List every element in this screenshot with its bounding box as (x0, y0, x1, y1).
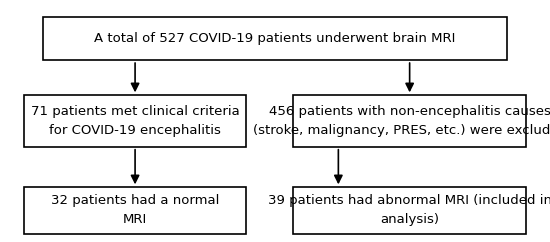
FancyBboxPatch shape (294, 95, 526, 147)
FancyBboxPatch shape (294, 187, 526, 234)
Text: A total of 527 COVID-19 patients underwent brain MRI: A total of 527 COVID-19 patients underwe… (94, 32, 456, 45)
Text: 32 patients had a normal
MRI: 32 patients had a normal MRI (51, 194, 219, 227)
Text: 39 patients had abnormal MRI (included in
analysis): 39 patients had abnormal MRI (included i… (268, 194, 550, 227)
FancyBboxPatch shape (24, 187, 246, 234)
FancyBboxPatch shape (24, 95, 246, 147)
FancyBboxPatch shape (43, 17, 507, 60)
Text: 456 patients with non-encephalitis causes
(stroke, malignancy, PRES, etc.) were : 456 patients with non-encephalitis cause… (252, 105, 550, 137)
Text: 71 patients met clinical criteria
for COVID-19 encephalitis: 71 patients met clinical criteria for CO… (31, 105, 239, 137)
